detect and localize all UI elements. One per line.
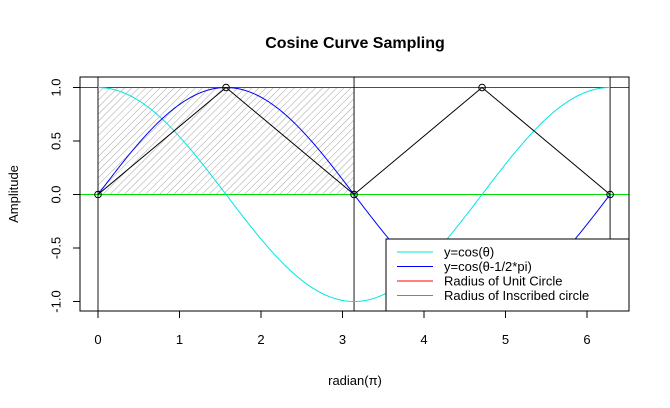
sample-point — [94, 190, 102, 199]
x-tick-label: 6 — [583, 332, 590, 347]
x-axis: 0 1 2 3 4 5 6 — [94, 310, 591, 347]
x-tick-label: 1 — [176, 332, 183, 347]
legend-label: Radius of Unit Circle — [444, 274, 563, 289]
sample-points — [94, 83, 614, 199]
hatched-region — [97, 87, 355, 195]
legend-label: y=cos(θ-1/2*pi) — [444, 259, 532, 274]
legend-label: Radius of Inscribed circle — [444, 288, 589, 303]
y-tick-label: 0.5 — [48, 132, 63, 150]
sample-point — [606, 190, 614, 199]
sample-point — [350, 190, 358, 199]
x-tick-label: 2 — [257, 332, 264, 347]
x-tick-label: 4 — [420, 332, 427, 347]
y-tick-label: -1.0 — [48, 290, 63, 312]
y-tick-label: -0.5 — [48, 237, 63, 259]
x-axis-label: radian(π) — [328, 373, 382, 388]
sample-point — [478, 83, 486, 92]
y-tick-label: 1.0 — [48, 78, 63, 96]
legend: y=cos(θ)y=cos(θ-1/2*pi)Radius of Unit Ci… — [385, 238, 630, 312]
legend-label: y=cos(θ) — [444, 245, 494, 260]
series-line-0 — [97, 87, 611, 303]
x-tick-label: 5 — [502, 332, 509, 347]
y-tick-label: 0.0 — [48, 185, 63, 203]
chart-title: Cosine Curve Sampling — [265, 35, 445, 52]
legend-box — [385, 238, 630, 312]
y-axis-label: Amplitude — [6, 165, 21, 223]
x-tick-label: 0 — [94, 332, 101, 347]
sample-point — [222, 83, 230, 92]
sample-polyline — [97, 86, 611, 196]
y-axis: -1.0 -0.5 0.0 0.5 1.0 — [48, 78, 81, 313]
x-tick-label: 3 — [339, 332, 346, 347]
